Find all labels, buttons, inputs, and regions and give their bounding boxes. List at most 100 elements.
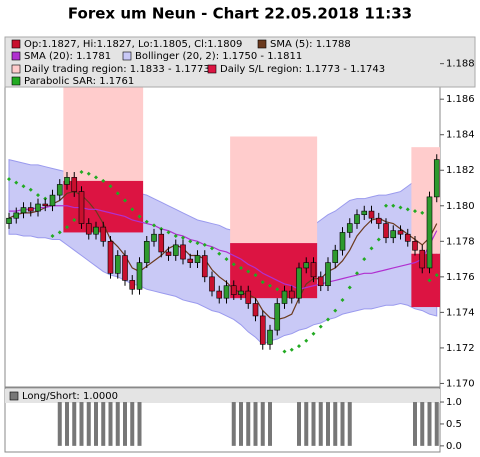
y-tick-label: 1.172 (446, 343, 475, 354)
candle-body (107, 241, 114, 274)
legend-label: Long/Short: 1.0000 (22, 391, 118, 402)
y-axis: 1.170 1.172 1.174 1.176 1.178 1.180 1.182 1.184… (440, 59, 475, 389)
candle-body (332, 249, 339, 263)
sar-dot (369, 246, 374, 251)
sar-dot (362, 257, 367, 262)
candle-body (223, 285, 230, 299)
candle-body (6, 217, 12, 224)
candle-body (56, 184, 63, 196)
candle-body (201, 255, 208, 278)
y-tick-label: 1.178 (446, 236, 475, 247)
candle-body (433, 159, 440, 198)
candle-body (27, 207, 34, 212)
bar (318, 402, 323, 446)
sar-dot (268, 283, 272, 288)
sar-dot (108, 184, 113, 189)
legend-label: Op:1.1827, Hi:1.1827, Lo:1.1805, Cl:1.18… (24, 39, 242, 50)
sar-dot (36, 193, 40, 198)
sar-dot (173, 233, 178, 238)
sar-dot (405, 207, 410, 212)
legend-label: Daily S/L region: 1.1773 - 1.1743 (220, 64, 385, 75)
sar-dot (384, 203, 388, 208)
sar-dot (210, 246, 214, 251)
candle-body (281, 290, 288, 304)
bar (72, 402, 77, 446)
sar-dot (355, 271, 359, 276)
sar-dot (217, 251, 222, 256)
sar-dot (275, 287, 280, 292)
candle-body (100, 226, 107, 242)
y-tick-label: 0.5 (446, 419, 462, 430)
candle-body (129, 280, 136, 290)
candle-body (35, 203, 41, 212)
candle-body (375, 217, 382, 224)
bar (297, 402, 301, 446)
candle-body (42, 203, 49, 207)
bar (268, 402, 272, 446)
bar (137, 402, 142, 446)
candle-body (136, 262, 143, 290)
candle-body (274, 303, 281, 331)
legend-label: Parabolic SAR: 1.1761 (24, 76, 134, 87)
bar (231, 402, 236, 446)
y-tick-label: 1.170 (446, 378, 475, 389)
bar (130, 402, 135, 446)
sar-dot (130, 207, 135, 212)
candle-body (13, 212, 20, 219)
y-tick-label: 1.186 (446, 94, 475, 105)
region (230, 243, 318, 299)
legend-swatch (207, 64, 217, 74)
sar-dot (311, 331, 316, 336)
sar-dot (50, 233, 55, 238)
bar (326, 402, 330, 446)
candle-body (390, 230, 397, 239)
bar (101, 402, 106, 446)
legend-swatch (257, 39, 267, 49)
bar (413, 402, 417, 446)
y-tick-label: 1.184 (446, 130, 475, 141)
bar (239, 402, 243, 446)
candle-body (252, 303, 259, 317)
candle-body (158, 233, 165, 253)
candle-body (93, 226, 99, 235)
sar-dot (253, 273, 258, 278)
candle-body (114, 255, 121, 274)
bar (86, 402, 91, 446)
candle-body (361, 210, 368, 215)
bar (434, 402, 439, 446)
sar-dot (333, 308, 338, 313)
sar-dot (297, 344, 301, 349)
region (230, 136, 318, 244)
candle-body (317, 276, 324, 287)
sar-dot (326, 317, 330, 322)
bar (340, 402, 345, 446)
bar (427, 402, 432, 446)
candle-body (49, 194, 56, 207)
legend-box (4, 36, 476, 88)
candle-body (194, 255, 201, 263)
candle-body (85, 223, 92, 235)
candle-body (151, 233, 157, 242)
candle-body (310, 262, 317, 278)
sar-dot (318, 324, 323, 329)
sar-dot (14, 180, 19, 185)
legend-label: SMA (5): 1.1788 (270, 39, 351, 50)
candle-body (172, 244, 179, 256)
sar-dot (340, 297, 345, 302)
candle-body (238, 290, 244, 295)
chart-title: Forex um Neun - Chart 22.05.2018 11:33 (68, 5, 412, 23)
sar-dot (57, 230, 62, 235)
legend-label: Bollinger (20, 2): 1.1750 - 1.1811 (135, 51, 302, 62)
candle-body (412, 241, 418, 251)
legend-swatch (11, 51, 21, 61)
legend-label: Daily trading region: 1.1833 - 1.1773 (24, 64, 210, 75)
candle-body (78, 191, 85, 224)
sar-dot (188, 239, 193, 244)
bar (253, 402, 258, 446)
sar-dot (195, 241, 200, 246)
sar-dot (152, 223, 156, 228)
bar (304, 402, 309, 446)
sar-dot (376, 237, 381, 242)
sar-dot (94, 175, 98, 180)
